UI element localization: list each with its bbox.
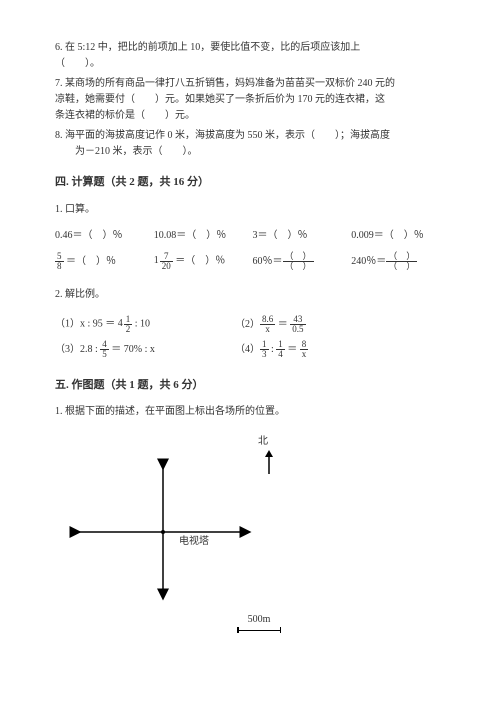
problem-6: 6. 在 5:12 中，把比的前项加上 10，要使比值不变，比的后项应该加上 （… <box>55 40 450 72</box>
calc-label: 1. 口算。 <box>55 202 450 218</box>
calc-r1c1: 0.46＝（ ）％ <box>55 228 154 244</box>
problem-6-line-2: （ ）。 <box>55 56 450 72</box>
problem-7-line-1: 7. 某商场的所有商品一律打八五折销售，妈妈准备为苗苗买一双标价 240 元的 <box>55 76 450 92</box>
calc-r1c4: 0.009＝（ ）％ <box>351 228 450 244</box>
calc-r1c2: 10.08＝（ ）％ <box>154 228 253 244</box>
section-4-title: 四. 计算题（共 2 题，共 16 分） <box>55 174 450 192</box>
calc-row-1: 0.46＝（ ）％ 10.08＝（ ）％ 3＝（ ）％ 0.009＝（ ）％ <box>55 228 450 244</box>
proportion-group: （1）x : 95 ＝ 412 : 10 （2）8.6x ＝ 430.5 （3）… <box>55 315 450 359</box>
problem-8-line-1: 8. 海平面的海拔高度记作 0 米，海拔高度为 550 米，表示（ ）；海拔高度 <box>55 128 450 144</box>
calc-row-2: 58 ＝（ ）％ 1720 ＝（ ）％ 60％＝（ ）（ ） 240％＝（ ）（… <box>55 252 450 271</box>
scale-bar: 500m <box>237 612 281 631</box>
prop-3: （3）2.8 : 45 ＝ 70% : x <box>55 340 235 359</box>
fraction-icon: 58 <box>55 252 64 271</box>
prop-2: （2）8.6x ＝ 430.5 <box>235 315 415 334</box>
drawing-area: 北 电视塔 500m <box>55 430 355 640</box>
prop-4: （4）13 : 14 ＝ 8x <box>235 340 415 359</box>
prop-row-2: （3）2.8 : 45 ＝ 70% : x （4）13 : 14 ＝ 8x <box>55 340 450 359</box>
calc-r1c3: 3＝（ ）％ <box>253 228 352 244</box>
problem-6-line-1: 6. 在 5:12 中，把比的前项加上 10，要使比值不变，比的后项应该加上 <box>55 40 450 56</box>
problem-8: 8. 海平面的海拔高度记作 0 米，海拔高度为 550 米，表示（ ）；海拔高度… <box>55 128 450 160</box>
drawing-label: 1. 根据下面的描述，在平面图上标出各场所的位置。 <box>55 404 450 420</box>
blank-fraction-icon: （ ）（ ） <box>283 252 314 271</box>
calc-grid: 0.46＝（ ）％ 10.08＝（ ）％ 3＝（ ）％ 0.009＝（ ）％ 5… <box>55 228 450 271</box>
tv-tower-label: 电视塔 <box>179 534 209 550</box>
problem-7-line-3: 条连衣裙的标价是（ ）元。 <box>55 108 450 124</box>
problem-8-line-2: 为－210 米，表示（ ）。 <box>55 144 450 160</box>
section-5-title: 五. 作图题（共 1 题，共 6 分） <box>55 377 450 395</box>
calc-r2c2: 1720 ＝（ ）％ <box>154 252 253 271</box>
scale-text: 500m <box>237 612 281 628</box>
prop-row-1: （1）x : 95 ＝ 412 : 10 （2）8.6x ＝ 430.5 <box>55 315 450 334</box>
blank-fraction-icon: （ ）（ ） <box>386 252 417 271</box>
axis-diagram <box>55 430 355 610</box>
calc-r2c4: 240％＝（ ）（ ） <box>351 252 450 271</box>
scale-line-icon <box>237 630 281 631</box>
problem-7: 7. 某商场的所有商品一律打八五折销售，妈妈准备为苗苗买一双标价 240 元的 … <box>55 76 450 124</box>
problem-7-line-2: 凉鞋，她需要付（ ）元。如果她买了一条折后价为 170 元的连衣裙，这 <box>55 92 450 108</box>
mixed-number: 1720 <box>154 252 173 271</box>
proportion-label: 2. 解比例。 <box>55 287 450 303</box>
prop-1: （1）x : 95 ＝ 412 : 10 <box>55 315 235 334</box>
calc-r2c3: 60％＝（ ）（ ） <box>253 252 352 271</box>
calc-r2c1: 58 ＝（ ）％ <box>55 252 154 271</box>
